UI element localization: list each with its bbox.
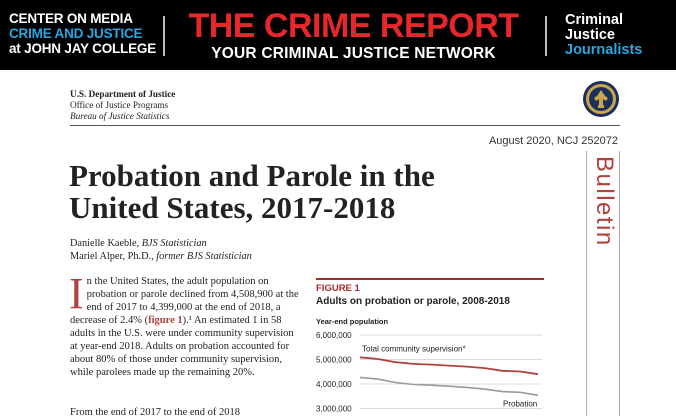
- figure-label: FIGURE 1: [316, 283, 360, 294]
- crime-report-title[interactable]: THE CRIME REPORT: [188, 7, 519, 45]
- cjj-line2: Justice: [565, 27, 615, 43]
- series-label-total: Total community supervision*: [362, 344, 466, 353]
- agency-office: Office of Justice Programs: [70, 100, 169, 110]
- cmcj-line3: at JOHN JAY COLLEGE: [9, 41, 156, 56]
- series-label-probation: Probation: [503, 399, 537, 408]
- y-tick-label: 5,000,000: [316, 356, 352, 365]
- cmcj-line2: CRIME AND JUSTICE: [9, 26, 143, 41]
- dropcap-letter: I: [69, 269, 84, 318]
- intro-text-a: n the United States, the adult populatio…: [70, 276, 299, 326]
- author-1-role: BJS Statistician: [141, 238, 207, 249]
- probation-parole-line-chart: 6,000,000 5,000,000 4,000,000 3,000,000 Tota…: [316, 331, 542, 414]
- header-rule: [70, 125, 620, 126]
- doj-seal-icon: [583, 81, 619, 117]
- author-2: Mariel Alper, Ph.D., former BJS Statisti…: [70, 250, 252, 263]
- cmcj-line1: CENTER ON MEDIA: [9, 11, 133, 26]
- figure-rule: [316, 278, 544, 280]
- report-date-code: August 2020, NCJ 252072: [488, 135, 618, 147]
- banner-divider-left: [163, 16, 165, 56]
- y-tick-label: 3,000,000: [316, 405, 352, 414]
- author-2-role: former BJS Statistician: [156, 251, 252, 262]
- second-paragraph-start: From the end of 2017 to the end of 2018: [70, 407, 241, 416]
- y-tick-label: 6,000,000: [316, 331, 352, 340]
- series-line-probation: [359, 376, 539, 397]
- chart-y-axis-title: Year-end population: [316, 317, 389, 326]
- authors-block: Danielle Kaeble, BJS Statistician Mariel…: [70, 237, 252, 263]
- series-sidebar: [586, 151, 620, 416]
- cjj-line1: Criminal: [565, 12, 624, 28]
- agency-bureau: Bureau of Justice Statistics: [70, 111, 170, 121]
- series-line-total: [359, 356, 539, 376]
- cjj-line3: Journalists: [565, 42, 643, 58]
- report-title-line1: Probation and Parole in the: [69, 158, 435, 193]
- banner-divider-right: [545, 16, 547, 56]
- agency-department: U.S. Department of Justice: [70, 89, 176, 99]
- y-tick-label: 4,000,000: [316, 380, 352, 389]
- author-2-name: Mariel Alper, Ph.D.,: [70, 251, 157, 262]
- report-title: Probation and Parole in the United State…: [69, 160, 569, 224]
- series-label: Bulletin: [591, 156, 618, 247]
- intro-text-b: ).¹ An estimated 1 in 58 adults in the U…: [70, 315, 294, 378]
- figure-title: Adults on probation or parole, 2008-2018: [316, 296, 510, 307]
- author-1-name: Danielle Kaeble,: [70, 238, 142, 249]
- header-banner: CENTER ON MEDIA CRIME AND JUSTICE at JOH…: [0, 0, 676, 70]
- author-1: Danielle Kaeble, BJS Statistician: [70, 237, 252, 250]
- agency-block: U.S. Department of Justice Office of Jus…: [70, 89, 175, 122]
- crime-report-subtitle: YOUR CRIMINAL JUSTICE NETWORK: [211, 45, 496, 62]
- report-title-line2: United States, 2017-2018: [69, 190, 396, 225]
- figure-1-link[interactable]: figure 1: [148, 315, 183, 326]
- center-on-media-logo[interactable]: CENTER ON MEDIA CRIME AND JUSTICE at JOH…: [9, 11, 156, 56]
- criminal-justice-journalists-logo[interactable]: Criminal Justice Journalists: [565, 13, 642, 58]
